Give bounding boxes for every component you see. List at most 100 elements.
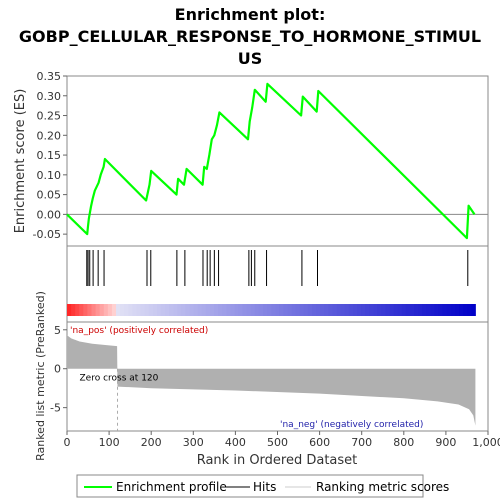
rank-color-bar-segment xyxy=(181,304,186,316)
rank-color-bar-segment xyxy=(193,304,199,316)
rank-color-bar-segment xyxy=(344,304,350,316)
rank-color-bar-segment xyxy=(214,304,219,316)
rank-color-bar-segment xyxy=(218,304,223,316)
hits-panel xyxy=(67,250,476,316)
rank-color-bar-segment xyxy=(279,304,284,316)
es-y-tick-label: 0.20 xyxy=(37,129,62,142)
rank-color-bar-segment xyxy=(328,304,333,316)
rank-color-bar-segment xyxy=(83,304,88,316)
rank-color-bar-segment xyxy=(332,304,338,316)
rank-color-bar-segment xyxy=(434,304,440,316)
rank-color-bar-segment xyxy=(238,304,244,316)
rank-color-bar-segment xyxy=(189,304,195,316)
positive-correlation-label: 'na_pos' (positively correlated) xyxy=(70,326,208,336)
rank-color-bar-segment xyxy=(116,304,121,316)
es-y-tick-label: 0.10 xyxy=(37,169,62,182)
es-y-tick-label: -0.05 xyxy=(33,228,61,241)
rank-color-bar-segment xyxy=(397,304,403,316)
rank-color-bar-segment xyxy=(316,304,321,316)
rank-color-bar-segment xyxy=(352,304,358,316)
ranking-y-tick-label: 0 xyxy=(54,363,61,376)
rank-color-bar-segment xyxy=(201,304,207,316)
es-line-enrichment-profile xyxy=(66,82,476,240)
rank-color-bar-segment xyxy=(152,304,158,316)
rank-color-bar-segment xyxy=(365,304,370,316)
rank-color-bar-segment xyxy=(173,304,178,316)
rank-color-bar-segment xyxy=(205,304,211,316)
rank-color-bar-segment xyxy=(471,304,476,316)
x-tick-label: 600 xyxy=(309,436,330,449)
x-tick-label: 1,000 xyxy=(472,436,500,449)
rank-color-bar-segment xyxy=(99,304,105,316)
ranking-y-axis-label: Ranked list metric (PreRanked) xyxy=(34,291,47,461)
rank-color-bar-segment xyxy=(320,304,325,316)
x-tick-label: 800 xyxy=(393,436,414,449)
rank-color-bar-segment xyxy=(242,304,248,316)
rank-color-bar-segment xyxy=(414,304,419,316)
ranking-y-tick-label: 5 xyxy=(54,324,61,337)
es-panel-frame xyxy=(66,75,489,247)
rank-color-bar-segment xyxy=(393,304,399,316)
rank-color-bar-segment xyxy=(165,304,170,316)
rank-color-bar-segment xyxy=(283,304,289,316)
legend-label-hits: Hits xyxy=(253,480,276,494)
x-tick-label: 200 xyxy=(141,436,162,449)
rank-color-bar-segment xyxy=(71,304,76,316)
chart-title-line-1: Enrichment plot: xyxy=(175,5,326,24)
rank-color-bar-segment xyxy=(160,304,166,316)
rank-color-bar-segment xyxy=(226,304,231,316)
rank-color-bar-segment xyxy=(107,304,113,316)
legend-label-ranking-metric: Ranking metric scores xyxy=(316,480,449,494)
rank-color-bar-segment xyxy=(299,304,305,316)
legend-label-enrichment-profile: Enrichment profile xyxy=(116,480,227,494)
rank-color-bar-segment xyxy=(79,304,84,316)
ranking-panel: 5 0 -5 0 100 200 300 400 500 600 700 800 900 1,000 Zer… xyxy=(50,324,500,449)
rank-color-bar-segment xyxy=(148,304,154,316)
rank-color-bar-segment xyxy=(209,304,215,316)
chart-title-line-3: US xyxy=(238,49,263,68)
es-y-tick-label: 0.35 xyxy=(37,70,62,83)
rank-color-bar-segment xyxy=(87,304,93,316)
rank-color-bar-segment xyxy=(418,304,423,316)
rank-color-bar-segment xyxy=(197,304,203,316)
rank-color-bar-segment xyxy=(459,304,464,316)
rank-color-bar-segment xyxy=(75,304,80,316)
rank-color-bar-segment xyxy=(463,304,468,316)
rank-color-bar-segment xyxy=(177,304,182,316)
rank-color-bar-segment xyxy=(377,304,382,316)
rank-color-bar-segment xyxy=(307,304,313,316)
legend-frame xyxy=(76,474,424,498)
rank-color-bar-segment xyxy=(373,304,378,316)
rank-color-bar-segment xyxy=(450,304,456,316)
es-y-tick-label: 0.05 xyxy=(37,189,62,202)
rank-color-bar-segment xyxy=(250,304,256,316)
rank-color-bar-segment xyxy=(67,304,72,316)
rank-color-bar-segment xyxy=(287,304,293,316)
rank-color-bar-segment xyxy=(222,304,227,316)
x-tick-label: 0 xyxy=(64,436,71,449)
rank-color-bar-segment xyxy=(246,304,252,316)
chart-title-line-2: GOBP_CELLULAR_RESPONSE_TO_HORMONE_STIMUL xyxy=(19,27,481,46)
rank-color-bar-segment xyxy=(369,304,374,316)
x-tick-label: 500 xyxy=(267,436,288,449)
rank-color-bar-segment xyxy=(312,304,317,316)
negative-correlation-label: 'na_neg' (negatively correlated) xyxy=(280,420,423,430)
legend: Enrichment profile Hits Ranking metric s… xyxy=(76,474,449,498)
x-tick-label: 100 xyxy=(99,436,120,449)
rank-color-bar-segment xyxy=(169,304,174,316)
x-tick-label: 300 xyxy=(183,436,204,449)
rank-color-bar-segment xyxy=(156,304,162,316)
rank-color-bar-segment xyxy=(438,304,444,316)
rank-color-bar-segment xyxy=(185,304,191,316)
es-y-axis-label: Enrichment score (ES) xyxy=(13,89,28,234)
x-tick-label: 900 xyxy=(435,436,456,449)
rank-color-bar-segment xyxy=(95,304,101,316)
rank-color-bar-segment xyxy=(381,304,387,316)
rank-color-bar-segment xyxy=(144,304,150,316)
rank-color-bar-segment xyxy=(303,304,309,316)
ranking-metric-area xyxy=(67,335,476,426)
rank-color-bar-segment xyxy=(291,304,297,316)
rank-color-bar-segment xyxy=(324,304,329,316)
rank-color-bar-segment xyxy=(410,304,415,316)
